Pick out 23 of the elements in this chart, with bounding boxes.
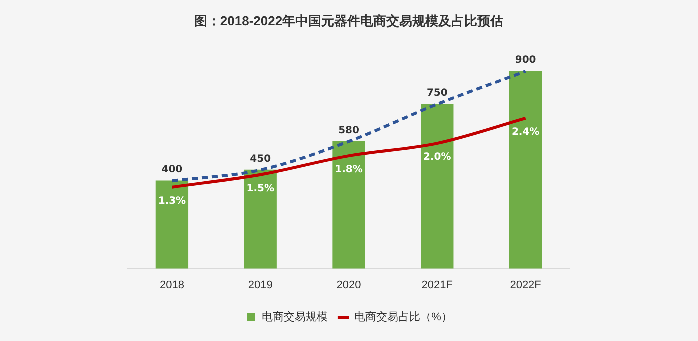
chart-title: 图：2018-2022年中国元器件电商交易规模及占比预估: [194, 13, 504, 28]
x-tick-label: 2019: [248, 279, 273, 292]
data-label: 1.5%: [246, 183, 274, 194]
data-label: 2.4%: [512, 127, 540, 138]
bar: [421, 104, 454, 269]
x-tick-label: 2022F: [510, 279, 542, 292]
legend-label: 电商交易规模: [262, 310, 328, 324]
bar: [156, 180, 189, 269]
data-label: 450: [250, 154, 272, 165]
bar: [332, 141, 366, 269]
bar: [244, 170, 277, 269]
x-tick-label: 2021F: [422, 279, 454, 292]
bar: [509, 71, 542, 269]
data-label: 1.3%: [158, 196, 186, 207]
data-label: 580: [338, 125, 360, 136]
x-tick-label: 2018: [160, 279, 184, 292]
data-label: 900: [515, 55, 536, 66]
data-label: 750: [426, 88, 448, 99]
legend-label: 电商交易占比（%）: [354, 310, 452, 324]
data-label: 1.8%: [335, 164, 363, 176]
x-tick-label: 2020: [336, 279, 362, 292]
data-label: 400: [162, 164, 183, 176]
data-label: 2.0%: [424, 152, 452, 164]
